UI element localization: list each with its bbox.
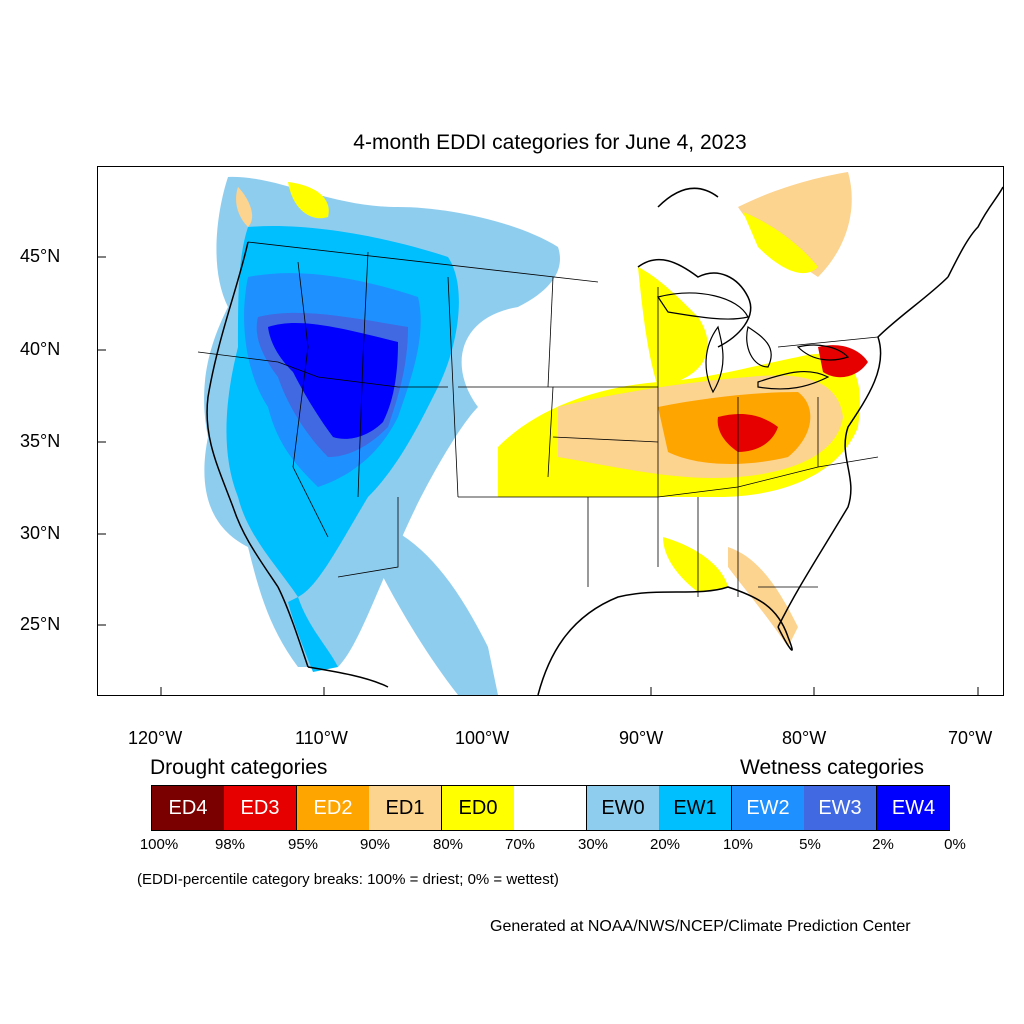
credit-line: Generated at NOAA/NWS/NCEP/Climate Predi… [490, 918, 911, 935]
pct-break: 100% [139, 836, 179, 853]
legend-label-ew2: EW2 [746, 796, 790, 819]
pct-break: 70% [504, 836, 536, 853]
pct-break: 98% [214, 836, 246, 853]
pct-break: 5% [799, 836, 821, 853]
legend-label-ew0: EW0 [601, 796, 645, 819]
pct-break: 80% [432, 836, 464, 853]
legend-box-normal [514, 786, 587, 830]
legend-box-ew0: EW0 [587, 786, 660, 830]
legend-box-ed1: ED1 [369, 786, 442, 830]
legend-label-ew3: EW3 [818, 796, 862, 819]
lon-label-80: 80°W [782, 728, 827, 748]
legend-label-ew4: EW4 [891, 796, 936, 819]
lon-label-110: 110°W [295, 728, 348, 748]
legend-box-ew2: EW2 [732, 786, 805, 830]
axis-ticks [98, 256, 979, 695]
legend-label-ed1: ED1 [385, 796, 425, 819]
map-frame [97, 166, 1004, 696]
drought-categories-heading: Drought categories [150, 756, 328, 779]
legend-box-ew1: EW1 [659, 786, 732, 830]
pct-break: 10% [722, 836, 754, 853]
lat-label-45: 45°N [20, 246, 61, 266]
lon-label-70: 70°W [948, 728, 993, 748]
lon-label-90: 90°W [619, 728, 664, 748]
pct-break: 20% [649, 836, 681, 853]
legend-box-ed0: ED0 [442, 786, 515, 830]
eddi-map [98, 172, 1003, 695]
legend-box-ed3: ED3 [224, 786, 297, 830]
lat-label-30: 30°N [20, 523, 61, 543]
map-title: 4-month EDDI categories for June 4, 2023 [353, 131, 747, 154]
pct-break: 0% [944, 836, 966, 853]
legend-box-ew4: EW4 [877, 786, 950, 830]
legend-label-ed3: ED3 [240, 796, 280, 819]
state-borders [197, 241, 879, 597]
legend-box-ew3: EW3 [804, 786, 877, 830]
lat-label-25: 25°N [20, 614, 61, 634]
pct-break: 30% [577, 836, 609, 853]
legend-label-ed2: ED2 [313, 796, 353, 819]
category-breaks-note: (EDDI-percentile category breaks: 100% =… [137, 871, 559, 888]
lon-label-120: 120°W [128, 728, 183, 748]
legend-label-ew1: EW1 [673, 796, 717, 819]
lat-label-35: 35°N [20, 431, 61, 451]
wetness-regions [204, 176, 560, 695]
lon-label-100: 100°W [455, 728, 510, 748]
pct-break: 95% [287, 836, 319, 853]
legend-colorbar: ED4 ED3 ED2 ED1 ED0 EW0 EW1 EW2 EW3 EW4 [151, 785, 950, 831]
coastlines [206, 186, 1003, 695]
lat-label-40: 40°N [20, 339, 61, 359]
legend-box-ed2: ED2 [297, 786, 370, 830]
wetness-categories-heading: Wetness categories [740, 756, 925, 779]
legend-label-ed4: ED4 [168, 796, 208, 819]
pct-break: 90% [359, 836, 391, 853]
drought-regions [236, 172, 868, 647]
pct-break: 2% [872, 836, 894, 853]
legend-box-ed4: ED4 [152, 786, 225, 830]
great-lakes [657, 292, 850, 394]
legend-label-ed0: ED0 [458, 796, 498, 819]
